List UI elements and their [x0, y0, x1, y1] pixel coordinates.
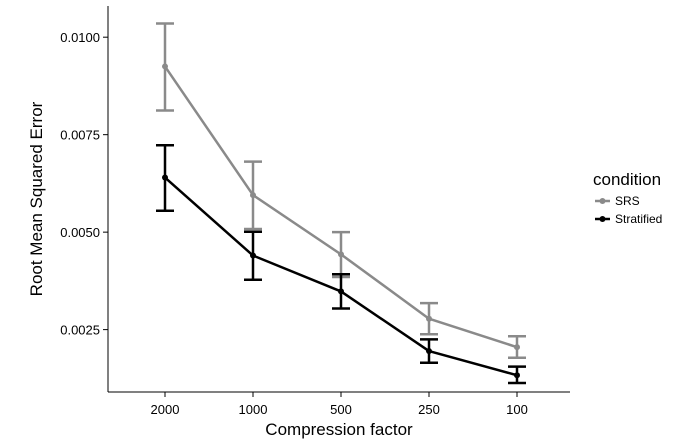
x-tick-label: 100 [506, 402, 528, 417]
data-point-stratified [338, 288, 344, 295]
legend-item-srs: SRS [595, 194, 640, 208]
y-tick-label: 0.0025 [60, 323, 100, 338]
x-axis-title: Compression factor [265, 420, 413, 439]
data-point-stratified [514, 372, 520, 379]
data-point-srs [338, 251, 344, 258]
legend-label: Stratified [615, 212, 662, 226]
y-tick-label: 0.0050 [60, 225, 100, 240]
x-tick-label: 1000 [239, 402, 268, 417]
axes [107, 6, 570, 393]
x-tick-label: 250 [418, 402, 440, 417]
tick-marks: 0.0025 0.0050 0.0075 0.0100 2000 1000 500 250 10… [60, 30, 528, 417]
data-point-stratified [250, 252, 256, 259]
legend-swatch-point [599, 198, 606, 204]
x-tick-label: 500 [330, 402, 352, 417]
series-stratified [156, 143, 526, 385]
data-point-srs [426, 315, 432, 322]
y-axis-title: Root Mean Squared Error [27, 101, 46, 296]
legend-swatch-point [599, 216, 606, 222]
legend-items: SRS Stratified [595, 194, 662, 226]
y-tick-label: 0.0100 [60, 30, 100, 45]
x-tick-label: 2000 [151, 402, 180, 417]
data-point-srs [162, 63, 168, 70]
legend-label: SRS [615, 194, 640, 208]
series-lines [156, 22, 526, 385]
data-point-srs [250, 192, 256, 199]
legend-item-stratified: Stratified [595, 212, 662, 226]
data-point-stratified [426, 348, 432, 355]
legend: condition SRS Stratified [593, 170, 662, 226]
data-point-stratified [162, 174, 168, 181]
data-point-srs [514, 344, 520, 351]
y-tick-label: 0.0075 [60, 128, 100, 143]
legend-title: condition [593, 170, 661, 189]
